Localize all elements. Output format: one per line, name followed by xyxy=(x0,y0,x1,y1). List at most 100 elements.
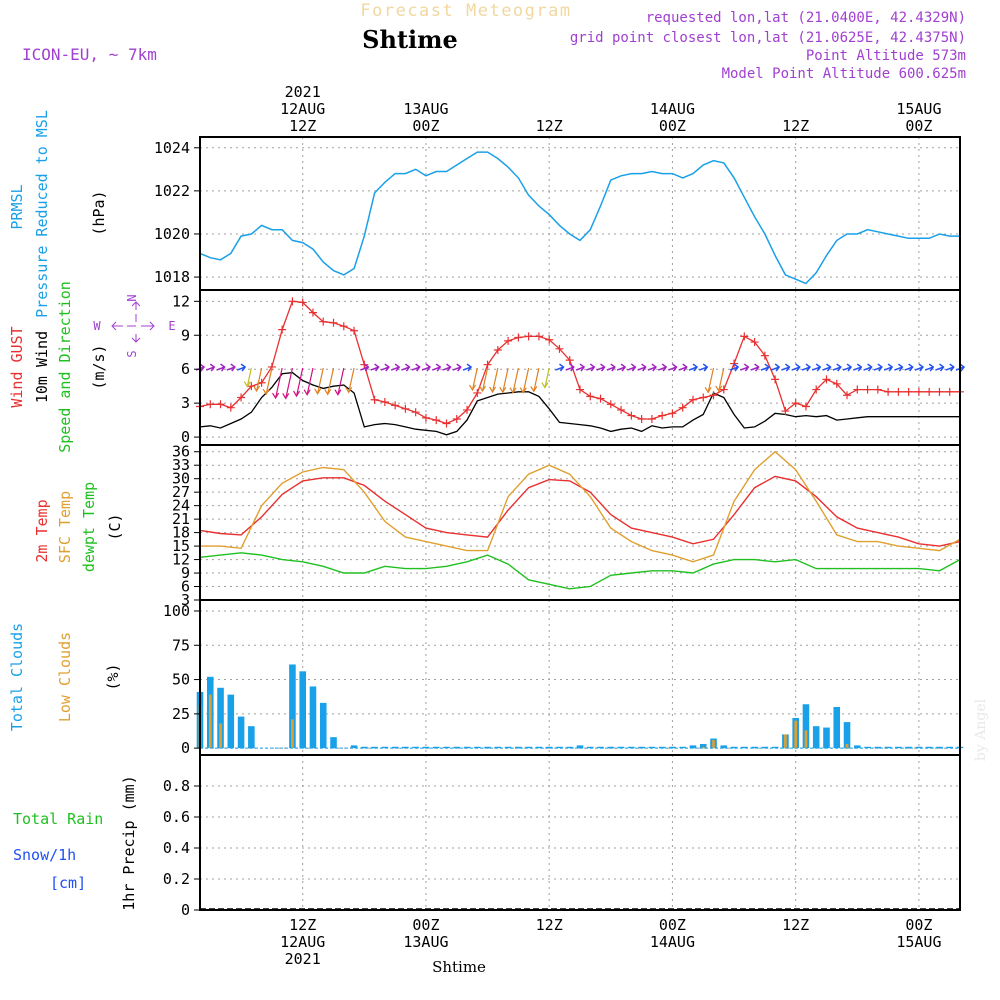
wind-arrow-head xyxy=(589,363,596,372)
wind-direction-arrow xyxy=(707,367,715,393)
bar-low-clouds xyxy=(208,694,212,749)
bar-total-clouds xyxy=(217,687,224,749)
bar-total-clouds xyxy=(638,746,645,749)
wind-arrow-head xyxy=(499,387,507,394)
wind-arrow-head xyxy=(897,363,904,372)
gust-marker xyxy=(668,409,677,418)
station-title: Shtime xyxy=(362,25,458,54)
axis-layer: 1018102010221024036912369121518212427303… xyxy=(154,83,942,968)
y-tick-label: 0 xyxy=(181,428,190,446)
wind-direction-arrow xyxy=(401,366,410,371)
label-c-unit: (C) xyxy=(106,513,124,540)
wind-arrow-head xyxy=(363,363,370,372)
model-altitude: Model Point Altitude 600.625m xyxy=(722,66,966,82)
wind-arrow-head xyxy=(230,363,236,372)
series-wind-gust xyxy=(199,300,960,425)
wind-arrow-head xyxy=(692,363,699,372)
wind-direction-arrow xyxy=(718,367,725,392)
wind-direction-arrow xyxy=(647,366,657,371)
bar-total-clouds xyxy=(361,746,368,749)
wind-direction-arrow xyxy=(616,366,626,371)
y-tick-label: 1024 xyxy=(154,139,190,157)
wind-arrow-head xyxy=(610,363,616,372)
gust-marker xyxy=(730,359,739,368)
wind-direction-arrow xyxy=(668,366,677,371)
bar-total-clouds xyxy=(679,746,686,749)
gust-marker xyxy=(843,391,852,400)
wind-direction-arrow xyxy=(698,366,708,371)
gust-marker xyxy=(226,403,235,412)
bar-total-clouds xyxy=(474,746,481,749)
y-tick-label: 0.8 xyxy=(163,777,190,795)
requested-coords: requested lon,lat (21.0400E, 42.4329N) xyxy=(646,10,966,26)
y-tick-label: 25 xyxy=(172,705,190,723)
wind-arrow-head xyxy=(867,363,873,372)
wind-direction-arrow xyxy=(894,366,903,371)
wind-direction-arrow xyxy=(945,366,954,371)
gust-marker xyxy=(688,395,697,404)
wind-arrow-head xyxy=(293,390,301,398)
gust-marker xyxy=(699,393,708,402)
gust-marker xyxy=(925,387,934,396)
wind-direction-arrow xyxy=(206,366,215,371)
wind-direction-arrow xyxy=(606,366,616,371)
y-tick-label: 3 xyxy=(181,591,190,609)
wind-direction-arrow xyxy=(801,366,811,371)
wind-arrow-head xyxy=(959,363,966,372)
wind-arrow-head xyxy=(240,363,247,372)
bar-total-clouds xyxy=(607,746,615,749)
wind-arrow-head xyxy=(743,363,750,372)
wind-arrow-head xyxy=(733,363,740,372)
bar-total-clouds xyxy=(319,702,327,749)
wind-arrow-head xyxy=(877,363,883,372)
wind-direction-arrow xyxy=(873,366,883,371)
gust-marker xyxy=(391,401,400,410)
bar-total-clouds xyxy=(895,746,902,749)
gust-marker xyxy=(884,387,893,396)
bar-total-clouds xyxy=(402,746,409,749)
bar-low-clouds xyxy=(701,746,705,749)
gust-marker xyxy=(935,387,944,396)
wind-arrow-head xyxy=(466,363,473,372)
gust-marker xyxy=(534,332,543,341)
y-tick-label: 50 xyxy=(172,671,190,689)
gust-marker xyxy=(678,403,687,412)
time-label-bottom: 12Z xyxy=(289,916,316,934)
label-hpa-unit: (hPa) xyxy=(90,190,108,235)
gust-marker xyxy=(329,318,338,327)
wind-direction-arrow xyxy=(935,366,944,371)
wind-direction-arrow xyxy=(390,366,400,371)
bar-total-clouds xyxy=(669,746,676,749)
label-dewpt-temp: dewpt Temp xyxy=(80,482,98,572)
bar-total-clouds xyxy=(556,746,563,749)
wind-direction-arrow xyxy=(924,366,934,371)
bar-low-clouds xyxy=(845,744,849,749)
bar-total-clouds xyxy=(576,745,584,749)
wind-arrow-head xyxy=(651,363,657,372)
wind-direction-arrow xyxy=(811,366,821,371)
bar-total-clouds xyxy=(771,746,779,749)
wind-direction-arrow xyxy=(822,366,831,371)
time-label-top: 13AUG xyxy=(403,100,448,118)
wind-direction-arrow xyxy=(502,367,509,393)
bar-total-clouds xyxy=(689,745,697,749)
gust-marker xyxy=(904,387,913,396)
wind-arrow-head xyxy=(764,363,770,372)
time-label-top: 12Z xyxy=(536,117,563,135)
gust-marker xyxy=(421,413,430,422)
wind-arrow-head xyxy=(243,381,251,388)
y-tick-label: 0.4 xyxy=(163,839,190,857)
bar-low-clouds xyxy=(219,723,222,749)
bar-low-clouds xyxy=(291,719,294,749)
wind-arrow-head xyxy=(579,363,586,372)
compass-arrows xyxy=(111,301,155,343)
bar-total-clouds xyxy=(812,726,820,749)
label-low-clouds: Low Clouds xyxy=(56,632,74,722)
wind-arrow-head xyxy=(262,388,270,396)
y-tick-label: 0.6 xyxy=(163,808,190,826)
wind-direction-arrow xyxy=(832,366,842,371)
gust-marker xyxy=(473,388,482,397)
time-label-top: 12Z xyxy=(782,117,809,135)
y-tick-label: 21 xyxy=(172,510,190,528)
